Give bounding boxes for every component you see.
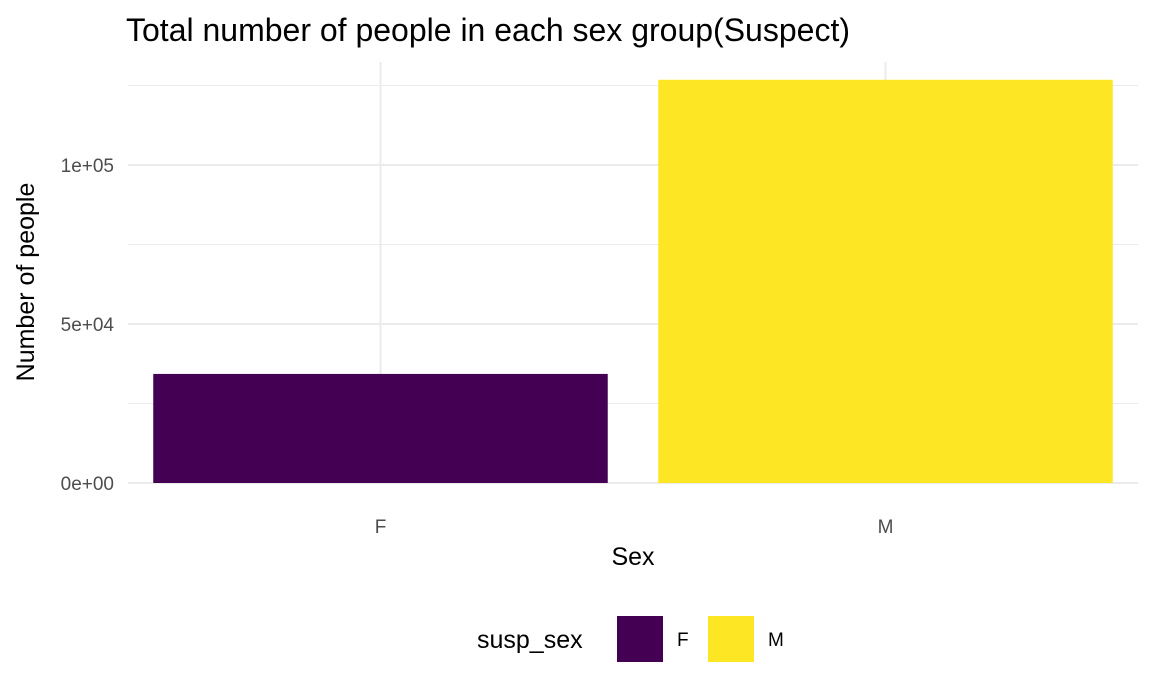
bars [153,79,1113,483]
legend-label: F [677,630,689,651]
y-axis-ticks: 0e+00 5e+04 1e+05 [61,156,115,495]
y-tick-label: 5e+04 [61,315,115,336]
bar-f [153,373,608,483]
x-tick-label: F [375,517,387,538]
legend-key-f [617,616,663,662]
y-axis-title: Number of people [12,183,40,382]
legend-title: susp_sex [477,626,583,654]
x-axis-title: Sex [611,543,655,571]
legend: susp_sex F M [477,616,784,662]
x-tick-label: M [878,517,894,538]
plot-panel [128,62,1138,484]
bar-m [658,79,1113,483]
legend-label: M [768,630,784,651]
chart-title: Total number of people in each sex group… [126,12,850,48]
y-tick-label: 0e+00 [61,474,114,495]
legend-key-m [708,616,754,662]
y-tick-label: 1e+05 [61,156,114,177]
